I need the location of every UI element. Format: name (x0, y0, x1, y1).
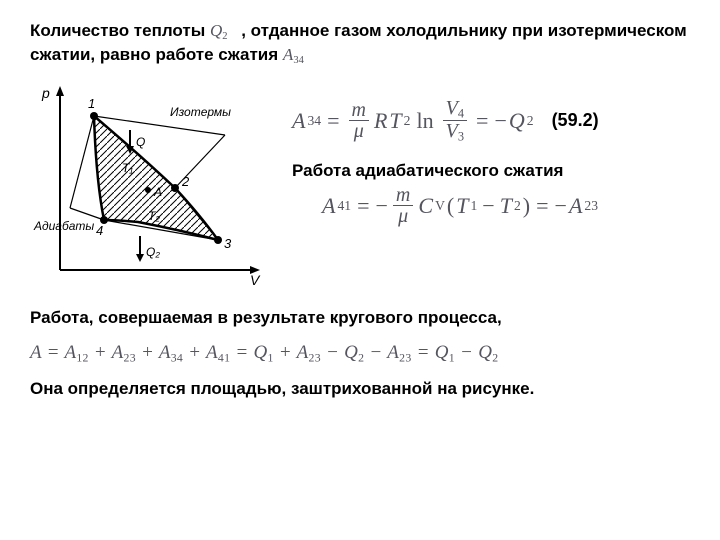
para-cycle: Работа, совершаемая в результате кругово… (30, 307, 690, 330)
para-area: Она определяется площадью, заштрихованно… (30, 378, 690, 401)
svg-text:4: 4 (96, 223, 103, 238)
svg-text:Q₂: Q₂ (146, 245, 160, 259)
eq-a41: A41 = − m μ CV ( T1 − T2 ) = − A23 (322, 185, 690, 226)
eq-sum: A = A12 + A23 + A34 + A41 = Q1 + A23 − Q… (30, 342, 690, 365)
svg-text:A: A (153, 185, 162, 199)
svg-text:Изотермы: Изотермы (170, 105, 231, 119)
intro-paragraph: Количество теплоты Q2 , отданное газом х… (30, 20, 690, 68)
equation-side: A34 = m μ R T2 ln V4 V3 = − Q2 (59.2) Ра… (270, 80, 690, 226)
axis-p-label: p (41, 85, 50, 101)
svg-text:Q: Q (136, 135, 145, 149)
pv-diagram: p V 1 2 3 4 (30, 80, 270, 295)
svg-text:T₁: T₁ (122, 161, 133, 175)
mid-row: p V 1 2 3 4 (30, 80, 690, 295)
eq-number: (59.2) (552, 110, 599, 131)
svg-text:1: 1 (88, 96, 95, 111)
axis-v-label: V (250, 272, 261, 288)
adiabatic-label: Работа адиабатического сжатия (292, 161, 690, 181)
svg-text:Адиабаты: Адиабаты (33, 219, 94, 233)
svg-text:3: 3 (224, 236, 232, 251)
inline-a34: A34 (283, 45, 304, 64)
intro-text1: Количество теплоты (30, 21, 205, 40)
svg-text:T₂: T₂ (148, 209, 160, 223)
eq-59-2: A34 = m μ R T2 ln V4 V3 = − Q2 (59.2) (292, 98, 690, 143)
inline-q2: Q2 (210, 21, 232, 40)
svg-text:2: 2 (181, 174, 190, 189)
